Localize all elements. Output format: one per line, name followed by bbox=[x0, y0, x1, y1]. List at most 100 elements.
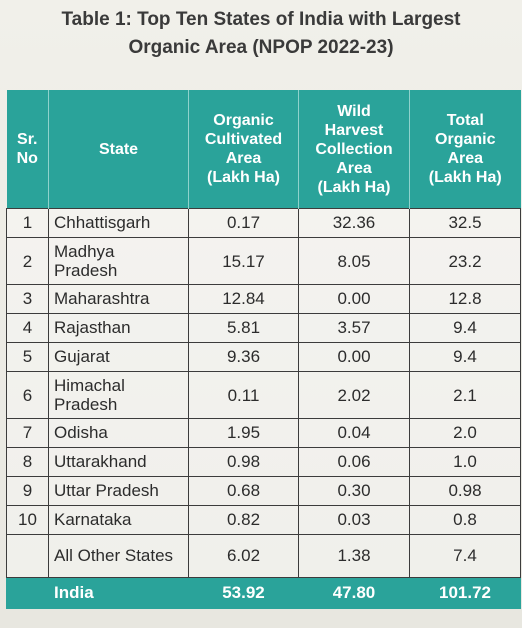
header-text: Wild bbox=[337, 102, 371, 120]
state-cell: Himachal Pradesh bbox=[48, 371, 189, 419]
table-title: Table 1: Top Ten States of India with La… bbox=[0, 6, 522, 62]
total-area-cell: 23.2 bbox=[409, 237, 521, 285]
grand-total-cell: 101.72 bbox=[409, 577, 521, 609]
total-area-cell: 9.4 bbox=[409, 313, 521, 343]
state-cell: Uttarakhand bbox=[48, 447, 189, 477]
total-area-cell: 9.4 bbox=[409, 342, 521, 372]
header-text: Harvest bbox=[324, 121, 384, 139]
sr-no-cell: 7 bbox=[6, 418, 49, 448]
total-area-cell: 12.8 bbox=[409, 284, 521, 314]
state-name: Madhya bbox=[54, 242, 115, 261]
sr-no-cell: 1 bbox=[6, 208, 49, 238]
wild-area-cell: 0.06 bbox=[298, 447, 410, 477]
wild-area-cell: 0.00 bbox=[298, 342, 410, 372]
table-row: 6 Himachal Pradesh 0.11 2.02 2.1 bbox=[6, 371, 521, 419]
total-area-cell: 2.1 bbox=[409, 371, 521, 419]
total-wild-cell: 47.80 bbox=[298, 577, 410, 609]
sr-no-cell: 4 bbox=[6, 313, 49, 343]
organic-area-cell: 12.84 bbox=[188, 284, 299, 314]
total-area-cell: 1.0 bbox=[409, 447, 521, 477]
state-name: Karnataka bbox=[54, 510, 132, 529]
organic-area-cell: 0.82 bbox=[188, 505, 299, 535]
header-text: No bbox=[16, 150, 38, 167]
header-wild-harvest-area: Wild Harvest Collection Area (Lakh Ha) bbox=[298, 90, 410, 209]
header-text: Organic bbox=[435, 131, 496, 148]
wild-area-cell: 2.02 bbox=[298, 371, 410, 419]
organic-area-cell: 9.36 bbox=[188, 342, 299, 372]
state-cell: Karnataka bbox=[48, 505, 189, 535]
wild-area-cell: 8.05 bbox=[298, 237, 410, 285]
wild-area-cell: 1.38 bbox=[298, 534, 410, 578]
header-text: Collection bbox=[315, 140, 393, 158]
wild-area-cell: 0.30 bbox=[298, 476, 410, 506]
total-label-cell: India bbox=[48, 577, 189, 609]
header-text: State bbox=[98, 140, 139, 158]
header-text: Organic bbox=[213, 112, 274, 129]
sr-no-cell: 3 bbox=[6, 284, 49, 314]
wild-area-cell: 3.57 bbox=[298, 313, 410, 343]
state-name: Rajasthan bbox=[54, 318, 131, 337]
organic-area-cell: 1.95 bbox=[188, 418, 299, 448]
total-area-cell: 0.98 bbox=[409, 476, 521, 506]
table-row: 2 Madhya Pradesh 15.17 8.05 23.2 bbox=[6, 237, 521, 285]
sr-no-cell: 9 bbox=[6, 476, 49, 506]
table-total-row: India 53.92 47.80 101.72 bbox=[6, 577, 521, 609]
state-name: Chhattisgarh bbox=[54, 213, 151, 232]
table-row: 5 Gujarat 9.36 0.00 9.4 bbox=[6, 342, 521, 372]
total-organic-cell: 53.92 bbox=[188, 577, 299, 609]
organic-area-cell: 6.02 bbox=[188, 534, 299, 578]
header-row: Sr. No State Organic Cultivated Area (La… bbox=[6, 90, 521, 209]
state-cell: Odisha bbox=[48, 418, 189, 448]
organic-area-cell: 5.81 bbox=[188, 313, 299, 343]
state-cell: Uttar Pradesh bbox=[48, 476, 189, 506]
state-name: Gujarat bbox=[54, 347, 110, 366]
sr-no-cell: 2 bbox=[6, 237, 49, 285]
table-row: 3 Maharashtra 12.84 0.00 12.8 bbox=[6, 284, 521, 314]
wild-area-cell: 0.04 bbox=[298, 418, 410, 448]
table-row: 10 Karnataka 0.82 0.03 0.8 bbox=[6, 505, 521, 535]
table-row: 1 Chhattisgarh 0.17 32.36 32.5 bbox=[6, 208, 521, 238]
total-area-cell: 0.8 bbox=[409, 505, 521, 535]
state-cell: Gujarat bbox=[48, 342, 189, 372]
sr-no-cell: 8 bbox=[6, 447, 49, 477]
header-text: Cultivated bbox=[204, 131, 283, 148]
wild-area-cell: 32.36 bbox=[298, 208, 410, 238]
header-state: State bbox=[48, 90, 189, 209]
wild-area-cell: 0.00 bbox=[298, 284, 410, 314]
total-area-cell: 2.0 bbox=[409, 418, 521, 448]
state-name: Himachal bbox=[54, 376, 125, 395]
organic-area-table: Sr. No State Organic Cultivated Area (La… bbox=[6, 90, 521, 609]
state-cell: Chhattisgarh bbox=[48, 208, 189, 238]
table-row-other-states: All Other States 6.02 1.38 7.4 bbox=[6, 534, 521, 578]
organic-area-cell: 0.68 bbox=[188, 476, 299, 506]
table-title-line-2: Organic Area (NPOP 2022-23) bbox=[128, 37, 394, 58]
state-name: All Other States bbox=[54, 546, 174, 565]
header-sr-no: Sr. No bbox=[6, 90, 49, 209]
header-text: (Lakh Ha) bbox=[207, 169, 280, 186]
total-area-cell: 7.4 bbox=[409, 534, 521, 578]
state-cell: All Other States bbox=[48, 534, 189, 578]
sr-no-cell bbox=[6, 534, 49, 578]
table-row: 7 Odisha 1.95 0.04 2.0 bbox=[6, 418, 521, 448]
state-cell: Rajasthan bbox=[48, 313, 189, 343]
table-row: 9 Uttar Pradesh 0.68 0.30 0.98 bbox=[6, 476, 521, 506]
state-name: Odisha bbox=[54, 423, 108, 442]
sr-no-cell: 10 bbox=[6, 505, 49, 535]
table-body: 1 Chhattisgarh 0.17 32.36 32.5 2 Madhya … bbox=[6, 208, 521, 609]
organic-area-cell: 15.17 bbox=[188, 237, 299, 285]
header-text: (Lakh Ha) bbox=[317, 178, 391, 196]
state-cell: Madhya Pradesh bbox=[48, 237, 189, 285]
organic-area-cell: 0.11 bbox=[188, 371, 299, 419]
header-organic-cultivated-area: Organic Cultivated Area (Lakh Ha) bbox=[188, 90, 299, 209]
organic-area-cell: 0.17 bbox=[188, 208, 299, 238]
sr-no-cell: 6 bbox=[6, 371, 49, 419]
header-total-organic-area: Total Organic Area (Lakh Ha) bbox=[409, 90, 521, 209]
sr-no-cell: 5 bbox=[6, 342, 49, 372]
state-name: Pradesh bbox=[54, 261, 118, 280]
header-text: Area bbox=[225, 150, 262, 167]
table-header: Sr. No State Organic Cultivated Area (La… bbox=[6, 90, 521, 209]
table-title-line-1: Table 1: Top Ten States of India with La… bbox=[61, 9, 461, 30]
state-cell: Maharashtra bbox=[48, 284, 189, 314]
header-text: Area bbox=[447, 150, 484, 167]
